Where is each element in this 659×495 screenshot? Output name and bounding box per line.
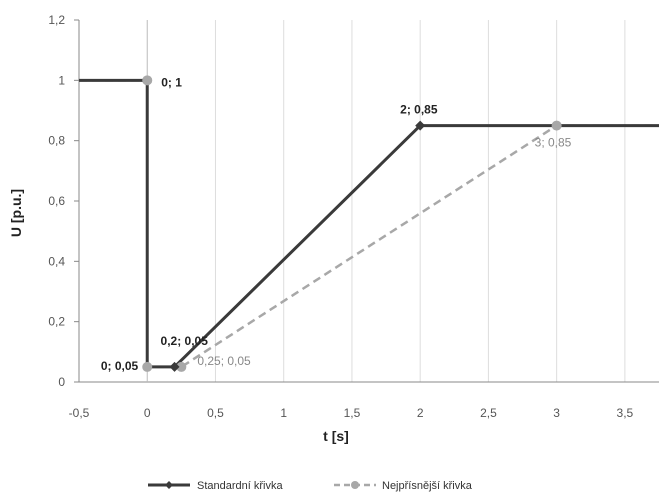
y-axis-title: U [p.u.] (8, 189, 24, 237)
x-tick-label: 3,5 (617, 406, 634, 420)
marker-strict (142, 75, 153, 86)
data-labels: 0,2; 0,05 2; 0,85 0; 1 0; 0,05 0,25; 0,05 3; … (101, 75, 572, 373)
y-tick-label: 0,4 (48, 254, 65, 268)
data-label-standard: 0,2; 0,05 (161, 334, 209, 348)
x-tick-label: 1,5 (344, 406, 361, 420)
y-tick-label: 0,6 (48, 194, 65, 208)
data-label-strict: 0; 1 (161, 75, 182, 89)
legend: Standardní křivka Nejpřísnější křivka (148, 480, 473, 492)
series-layer (79, 75, 659, 372)
x-tick-label: 0,5 (207, 406, 224, 420)
data-label-strict: 0; 0,05 (101, 359, 139, 373)
legend-label-standard: Standardní křivka (197, 480, 283, 492)
marker-standard (169, 361, 180, 372)
marker-strict (551, 120, 562, 131)
x-tick-label: 0 (144, 406, 151, 420)
y-tick-label: 0,8 (48, 134, 65, 148)
legend-marker-standard (165, 481, 173, 489)
y-tick-label: 0 (58, 375, 65, 389)
series-line-strict (79, 79, 659, 369)
y-tick-label: 1,2 (48, 13, 65, 27)
marker-strict (176, 361, 187, 372)
x-tick-label: 1 (280, 406, 287, 420)
x-tick-label: 3 (553, 406, 560, 420)
x-tick-label: 2,5 (480, 406, 497, 420)
x-tick-label: -0,5 (69, 406, 90, 420)
grid-lines (78, 20, 626, 382)
data-label-standard: 2; 0,85 (400, 103, 438, 117)
data-label-strict: 3; 0,85 (535, 136, 572, 150)
data-label-strict: 0,25; 0,05 (197, 354, 251, 368)
y-tick-label: 1 (58, 73, 65, 87)
marker-standard (415, 120, 426, 131)
axes: -0,5 0 0,5 1 1,5 2 2,5 3 3,5 0 0,2 0,4 0,6 0,8 1 1,2 (48, 13, 659, 420)
x-tick-label: 2 (417, 406, 424, 420)
legend-label-strict: Nejpřísnější křivka (382, 480, 473, 492)
x-axis-title: t [s] (323, 428, 349, 444)
y-tick-label: 0,2 (48, 315, 65, 329)
series-line-standard (79, 78, 659, 369)
marker-strict (142, 361, 153, 372)
legend-marker-strict (351, 481, 359, 489)
